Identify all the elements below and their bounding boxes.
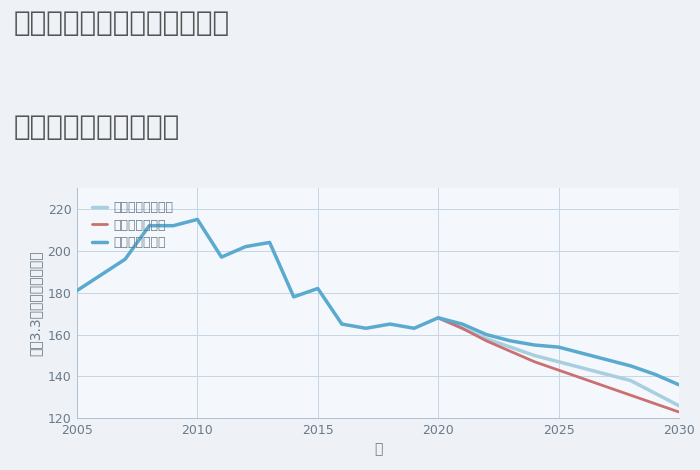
グッドシナリオ (314, 286, 322, 291)
バッドシナリオ (626, 392, 635, 398)
グッドシナリオ (386, 321, 394, 327)
グッドシナリオ (73, 288, 81, 293)
バッドシナリオ (603, 384, 611, 390)
バッドシナリオ (506, 348, 514, 354)
ノーマルシナリオ (603, 371, 611, 377)
グッドシナリオ (169, 223, 178, 228)
ノーマルシナリオ (578, 365, 587, 371)
ノーマルシナリオ (531, 352, 539, 358)
ノーマルシナリオ (675, 403, 683, 408)
バッドシナリオ (482, 338, 491, 344)
グッドシナリオ (603, 357, 611, 362)
バッドシナリオ (675, 409, 683, 415)
ノーマルシナリオ (554, 359, 563, 365)
グッドシナリオ (675, 382, 683, 388)
バッドシナリオ (554, 368, 563, 373)
バッドシナリオ (434, 315, 442, 321)
ノーマルシナリオ (458, 325, 466, 331)
グッドシナリオ (410, 325, 419, 331)
グッドシナリオ (337, 321, 346, 327)
グッドシナリオ (434, 315, 442, 321)
グッドシナリオ (554, 345, 563, 350)
ノーマルシナリオ (506, 345, 514, 350)
グッドシナリオ (362, 325, 370, 331)
グッドシナリオ (145, 223, 153, 228)
Text: 中古戸建ての価格推移: 中古戸建ての価格推移 (14, 113, 181, 141)
グッドシナリオ (506, 338, 514, 344)
ノーマルシナリオ (434, 315, 442, 321)
グッドシナリオ (458, 321, 466, 327)
Line: グッドシナリオ: グッドシナリオ (77, 219, 679, 385)
Line: バッドシナリオ: バッドシナリオ (438, 318, 679, 412)
バッドシナリオ (651, 401, 659, 407)
ノーマルシナリオ (626, 378, 635, 384)
グッドシナリオ (290, 294, 298, 300)
グッドシナリオ (531, 342, 539, 348)
ノーマルシナリオ (651, 391, 659, 396)
バッドシナリオ (531, 359, 539, 365)
バッドシナリオ (458, 325, 466, 331)
グッドシナリオ (217, 254, 225, 260)
グッドシナリオ (626, 363, 635, 369)
グッドシナリオ (193, 217, 202, 222)
グッドシナリオ (265, 240, 274, 245)
グッドシナリオ (578, 351, 587, 356)
Legend: ノーマルシナリオ, バッドシナリオ, グッドシナリオ: ノーマルシナリオ, バッドシナリオ, グッドシナリオ (90, 199, 176, 251)
グッドシナリオ (121, 256, 130, 262)
グッドシナリオ (651, 371, 659, 377)
ノーマルシナリオ (482, 336, 491, 342)
バッドシナリオ (578, 376, 587, 381)
グッドシナリオ (241, 244, 250, 250)
X-axis label: 年: 年 (374, 442, 382, 456)
Line: ノーマルシナリオ: ノーマルシナリオ (438, 318, 679, 406)
Y-axis label: 平（3.3㎡）単価（万円）: 平（3.3㎡）単価（万円） (28, 251, 42, 356)
グッドシナリオ (482, 332, 491, 337)
Text: 神奈川県横浜市青葉区奈良の: 神奈川県横浜市青葉区奈良の (14, 9, 230, 38)
